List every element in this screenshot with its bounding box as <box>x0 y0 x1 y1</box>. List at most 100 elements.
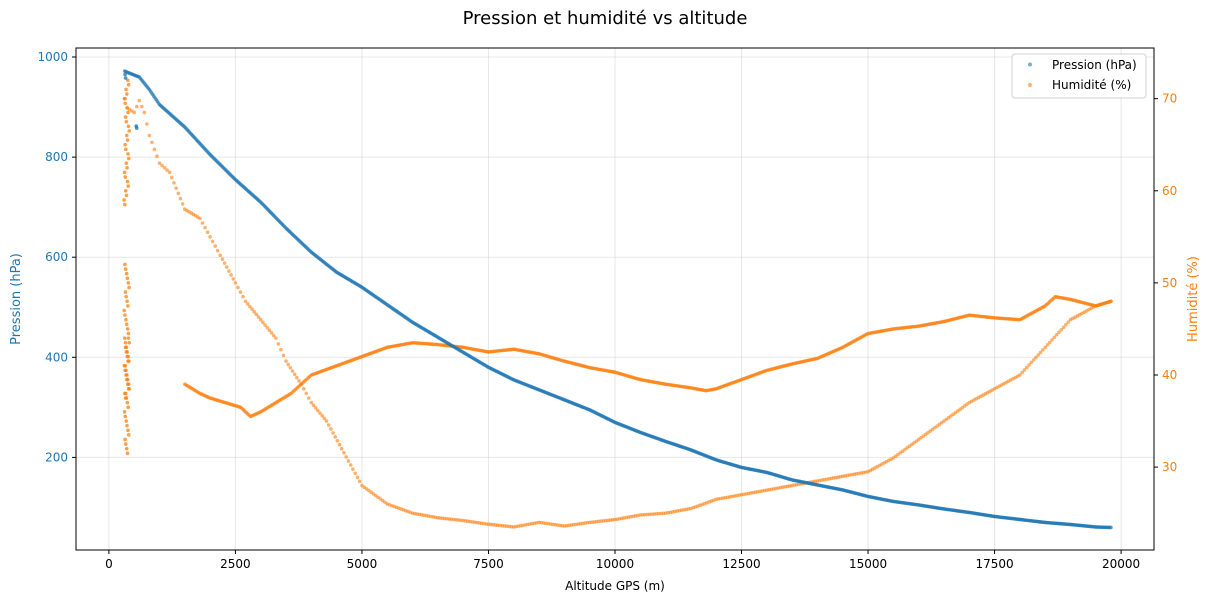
y2-tick-label: 50 <box>1162 276 1177 290</box>
humidity-point <box>231 277 236 281</box>
y2-tick-label: 70 <box>1162 92 1177 106</box>
legend-box <box>1011 53 1147 99</box>
humidity-point <box>152 147 157 152</box>
humidity-point <box>124 147 128 152</box>
humidity-point <box>126 336 131 340</box>
legend-label-pressure: Pression (hPa) <box>1052 58 1137 72</box>
chart-title: Pression et humidité vs altitude <box>463 8 748 29</box>
humidity-point <box>1036 353 1041 357</box>
humidity-point <box>126 433 131 437</box>
humidity-point <box>301 387 306 391</box>
x-axis-label: Altitude GPS (m) <box>565 579 665 593</box>
humidity-point <box>1022 368 1027 372</box>
humidity-point <box>165 168 169 172</box>
humidity-point <box>1045 343 1050 347</box>
pressure-point <box>123 72 127 77</box>
y-tick-label: 400 <box>45 350 68 364</box>
humidity-point <box>124 193 129 198</box>
humidity-point <box>208 235 212 239</box>
humidity-point <box>125 92 129 96</box>
humidity-point <box>125 354 130 359</box>
humidity-point <box>309 400 314 405</box>
humidity-point <box>125 382 130 387</box>
humidity-point <box>241 294 245 299</box>
humidity-point <box>1057 330 1061 335</box>
humidity-point <box>222 261 227 265</box>
humidity-point <box>313 406 318 410</box>
humidity-point <box>1059 327 1064 332</box>
humidity-point <box>132 110 137 115</box>
humidity-point <box>256 315 261 319</box>
humidity-point <box>125 400 130 405</box>
humidity-point <box>126 331 131 336</box>
humidity-point <box>279 347 283 352</box>
humidity-point <box>1034 355 1038 360</box>
humidity-point <box>124 419 129 423</box>
humidity-point <box>124 87 128 92</box>
humidity-point <box>333 435 337 439</box>
humidity-point <box>127 340 132 345</box>
humidity-point <box>137 98 142 103</box>
humidity-point <box>269 331 274 335</box>
y2-tick-label: 60 <box>1162 184 1177 198</box>
humidity-point <box>215 248 220 253</box>
humidity-point <box>248 304 252 309</box>
humidity-point <box>236 285 240 290</box>
y-tick-label: 200 <box>45 450 68 464</box>
y-axis-left-label: Pression (hPa) <box>9 253 24 345</box>
humidity-point <box>123 396 128 400</box>
pressure-point <box>123 76 128 80</box>
humidity-point <box>126 359 130 363</box>
humidity-point <box>147 133 152 138</box>
humidity-point <box>125 299 129 304</box>
humidity-point <box>126 156 131 161</box>
humidity-point <box>243 299 248 304</box>
humidity-point <box>271 333 276 338</box>
legend-marker-pressure <box>1028 62 1032 67</box>
humidity-point <box>124 373 128 377</box>
humidity-point <box>329 427 333 431</box>
humidity-point <box>123 202 127 207</box>
humidity-point <box>351 467 355 471</box>
humidity-point <box>145 122 149 126</box>
humidity-point <box>126 83 131 87</box>
legend: Pression (hPa) Humidité (%) <box>1011 53 1147 99</box>
humidity-point <box>284 359 288 363</box>
humidity-point <box>123 115 128 119</box>
grid <box>76 48 1154 550</box>
x-tick-label: 15000 <box>849 557 887 571</box>
humidity-point <box>126 184 131 188</box>
humidity-point <box>123 267 128 271</box>
y-axis-right-label: Humidité (%) <box>1186 256 1201 342</box>
humidity-point <box>1054 332 1059 337</box>
humidity-point <box>125 106 130 110</box>
humidity-point <box>227 269 231 273</box>
humidity-point <box>324 419 329 423</box>
humidity-point <box>326 423 331 427</box>
humidity-point <box>123 437 127 442</box>
humidity-point <box>1064 322 1068 327</box>
humidity-point <box>213 244 217 248</box>
humidity-point <box>126 304 130 308</box>
humidity-point <box>180 202 185 206</box>
humidity-point <box>261 320 265 325</box>
humidity-point <box>126 387 131 391</box>
humidity-point <box>355 475 360 480</box>
humidity-point <box>123 142 127 147</box>
humidity-point <box>123 290 128 294</box>
humidity-point <box>122 363 127 368</box>
humidity-point <box>276 342 281 346</box>
humidity-point <box>220 257 225 261</box>
humidity-point <box>125 138 130 142</box>
y-tick-label: 800 <box>45 150 68 164</box>
humidity-point <box>123 414 128 419</box>
humidity-point <box>281 353 286 358</box>
x-tick-label: 0 <box>105 557 113 571</box>
humidity-point <box>124 271 129 276</box>
humidity-point <box>176 191 181 196</box>
x-tick-label: 2500 <box>220 557 251 571</box>
humidity-point <box>123 175 128 179</box>
humidity-point <box>229 273 233 277</box>
y-tick-label: 600 <box>45 250 68 264</box>
humidity-point <box>290 369 295 373</box>
